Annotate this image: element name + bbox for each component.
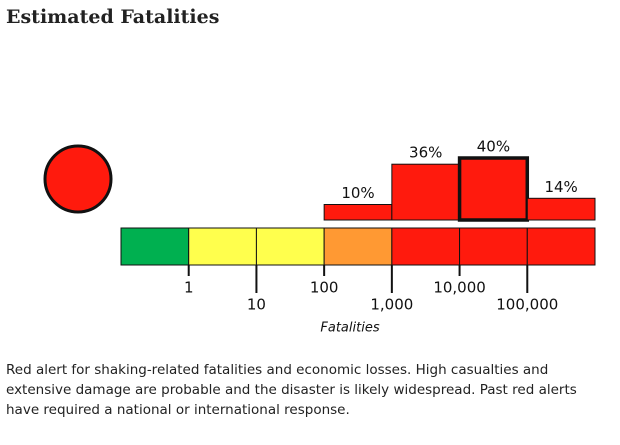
bar <box>391 163 461 221</box>
chart: Fatalities 10% 36% 40% 14% 1 10 100 1,000 10,000… <box>43 138 596 336</box>
x-tick-label: 1 <box>184 279 194 297</box>
title: Estimated Fatalities <box>6 6 220 28</box>
scale-cell <box>120 227 190 266</box>
value-label: 14% <box>544 178 577 196</box>
value-label: 10% <box>341 184 374 202</box>
x-tick-label: 1,000 <box>370 296 413 314</box>
x-axis-label: Fatalities <box>320 321 379 336</box>
value-label: 40% <box>477 138 510 156</box>
value-label: 36% <box>409 144 442 162</box>
bar <box>457 156 530 222</box>
x-tick-label: 100,000 <box>496 296 558 314</box>
scale-cell <box>323 227 393 266</box>
scale-cell <box>459 227 528 266</box>
bar <box>526 197 596 221</box>
scale-cell <box>255 227 325 266</box>
description: Red alert for shaking-related fatalities… <box>6 362 577 418</box>
scale-cell <box>188 227 257 266</box>
scale-cell <box>526 227 596 266</box>
scale-cell <box>391 227 461 266</box>
bar <box>323 204 393 221</box>
x-tick-label: 10,000 <box>433 279 486 297</box>
x-tick-label: 10 <box>247 296 266 314</box>
alert-circle <box>43 144 113 214</box>
x-tick-label: 100 <box>310 279 339 297</box>
